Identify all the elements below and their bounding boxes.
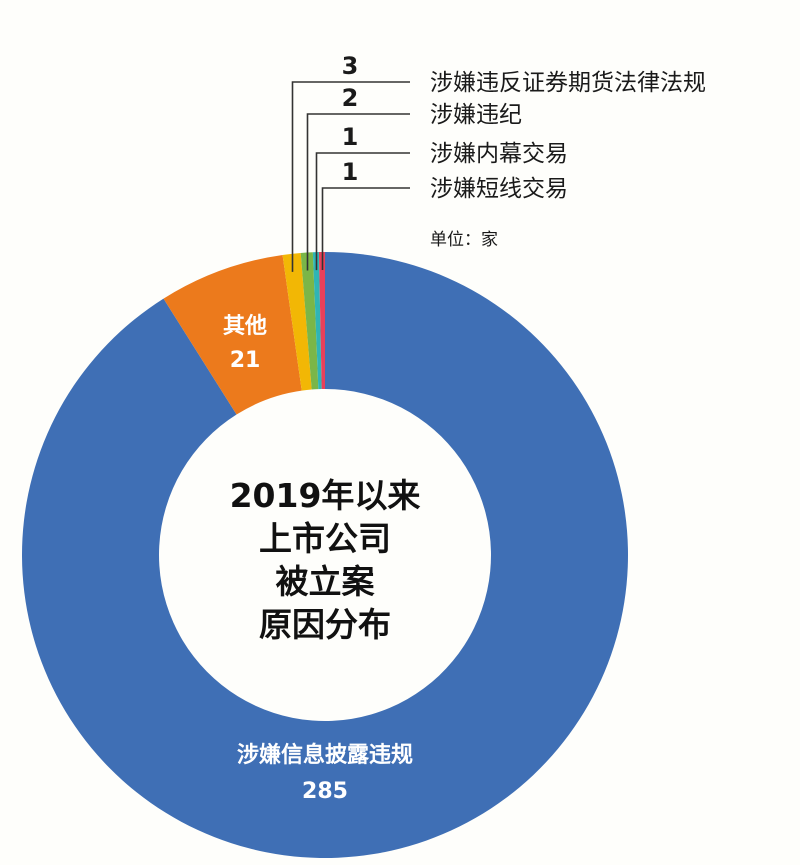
slice-value-3: 2 xyxy=(342,84,359,112)
chart-title-line-2: 上市公司 xyxy=(259,519,391,558)
slice-label-disclosure: 涉嫌信息披露违规 xyxy=(237,742,413,768)
leader-line-4 xyxy=(315,152,410,271)
slice-2 xyxy=(282,252,312,391)
leader-line-3 xyxy=(306,113,410,271)
slice-label-4: 涉嫌内幕交易 xyxy=(430,141,568,167)
slice-value-5: 1 xyxy=(342,158,359,186)
slice-value-disclosure: 285 xyxy=(302,779,348,804)
slice-value-2: 3 xyxy=(342,52,359,80)
slice-4 xyxy=(312,252,322,390)
slice-1 xyxy=(163,254,302,415)
slices xyxy=(22,252,629,858)
slice-0 xyxy=(22,252,629,858)
slice-value-other: 21 xyxy=(230,348,261,373)
slice-label-5: 涉嫌短线交易 xyxy=(430,176,568,202)
slice-3 xyxy=(300,252,319,390)
slice-5 xyxy=(318,252,325,390)
leader-line-5 xyxy=(321,187,410,271)
slice-label-3: 涉嫌违纪 xyxy=(430,102,522,128)
chart-title-line-1: 2019年以来 xyxy=(230,476,421,515)
unit-label: 单位：家 xyxy=(430,230,498,250)
leader-line-2 xyxy=(291,81,410,272)
slice-label-2: 涉嫌违反证券期货法律法规 xyxy=(430,70,706,96)
slice-value-4: 1 xyxy=(342,123,359,151)
slice-label-other: 其他 xyxy=(223,314,267,339)
chart-title-line-3: 被立案 xyxy=(276,562,376,601)
chart-title-line-4: 原因分布 xyxy=(259,605,391,644)
leader-lines xyxy=(291,81,410,272)
